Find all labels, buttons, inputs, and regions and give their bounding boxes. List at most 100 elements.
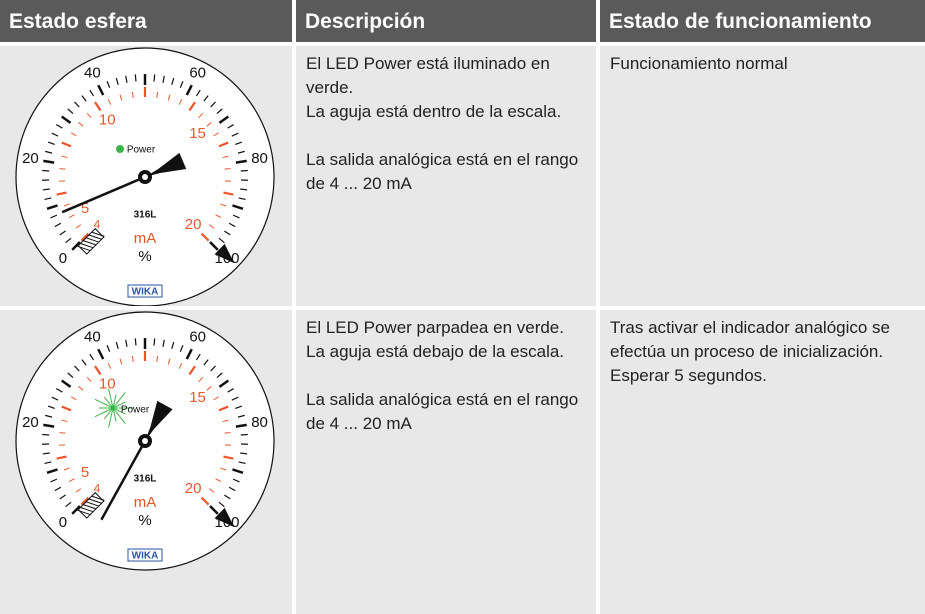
tick <box>198 112 204 119</box>
brand: WIKA <box>132 287 159 298</box>
text: El LED Power parpadea en verde. <box>306 318 564 337</box>
tick <box>47 141 55 146</box>
tick <box>44 461 52 465</box>
tick <box>107 363 112 369</box>
tick <box>54 486 62 492</box>
scale-label: 4 <box>94 481 101 495</box>
dial-cell: 02040608010045101520Power316LmA%WIKA <box>0 310 292 614</box>
tick <box>188 101 196 112</box>
tick <box>220 467 227 471</box>
tick <box>56 124 63 129</box>
scale-label: 60 <box>189 329 206 346</box>
tick <box>115 77 119 85</box>
tick <box>224 494 231 500</box>
tick <box>56 388 63 393</box>
tick <box>200 496 210 506</box>
tick <box>224 230 231 236</box>
header-cell: Descripción <box>296 0 596 42</box>
scale-label: 10 <box>99 375 116 392</box>
tick <box>240 188 248 191</box>
tick <box>68 478 75 482</box>
hatch-line <box>80 242 94 249</box>
tick <box>61 405 72 412</box>
led-burst <box>108 388 114 409</box>
tick <box>59 168 66 170</box>
tick <box>119 94 123 101</box>
led-burst <box>112 392 126 409</box>
tick <box>156 355 159 362</box>
tick <box>94 101 102 112</box>
tick <box>134 74 137 82</box>
tick <box>235 159 247 164</box>
tick <box>235 405 243 410</box>
needle <box>61 175 146 214</box>
tick <box>68 214 75 218</box>
needle-hub-center <box>142 438 148 444</box>
needle-tail <box>145 152 187 177</box>
description-cell: El LED Power parpadea en verde. La aguja… <box>296 310 596 614</box>
tick <box>224 168 231 170</box>
tick <box>54 222 62 228</box>
tick <box>59 494 66 500</box>
hatch-line <box>77 245 91 252</box>
tick <box>43 159 55 164</box>
tick <box>86 376 92 383</box>
tick <box>89 89 95 97</box>
tick <box>203 359 209 366</box>
tick <box>74 365 80 372</box>
led-burst <box>112 407 126 424</box>
tick <box>81 359 87 366</box>
tick <box>50 478 58 483</box>
tick <box>167 94 171 101</box>
tick <box>78 386 84 391</box>
tick <box>206 386 212 391</box>
hatch-line <box>85 501 99 507</box>
tick <box>209 241 219 251</box>
unit: % <box>138 512 151 529</box>
scale-label: 40 <box>84 329 101 346</box>
led-burst <box>112 401 126 409</box>
tick <box>208 224 215 229</box>
tick <box>215 478 222 482</box>
dial-cell: 02040608010045101520Power316LmA%WIKA <box>0 46 292 307</box>
tick <box>218 405 229 412</box>
brand: WIKA <box>132 551 159 562</box>
text: La salida analógica está en el rango de … <box>306 390 579 433</box>
scale-label: 15 <box>189 389 206 406</box>
tick <box>51 132 59 137</box>
unit: % <box>138 248 151 265</box>
unit: mA <box>134 494 157 511</box>
tick <box>65 237 72 244</box>
scale-label: 20 <box>185 216 202 233</box>
led-burst <box>112 394 117 409</box>
tick <box>46 468 58 475</box>
tick <box>213 396 220 401</box>
tick <box>56 455 67 460</box>
tick <box>107 99 112 105</box>
tick <box>218 237 225 244</box>
tick <box>80 232 90 242</box>
tick <box>195 353 201 361</box>
text: El LED Power está iluminado en verde. <box>306 54 550 97</box>
tick <box>222 155 229 159</box>
tick <box>45 150 53 154</box>
led-burst <box>94 398 114 409</box>
tick <box>227 388 234 393</box>
tick <box>115 341 119 349</box>
tick <box>237 150 245 154</box>
scale-label: 10 <box>99 111 116 128</box>
tick <box>47 405 55 410</box>
tick <box>106 81 111 88</box>
tick <box>200 232 210 242</box>
tick <box>216 372 223 378</box>
tick <box>61 419 68 423</box>
tick <box>224 432 231 434</box>
tick <box>153 74 156 82</box>
tick <box>125 339 128 347</box>
tick <box>70 396 77 401</box>
tick <box>209 505 219 515</box>
tick <box>238 197 246 201</box>
led-label: Power <box>121 405 150 416</box>
tick <box>218 379 230 388</box>
tick <box>67 372 74 378</box>
